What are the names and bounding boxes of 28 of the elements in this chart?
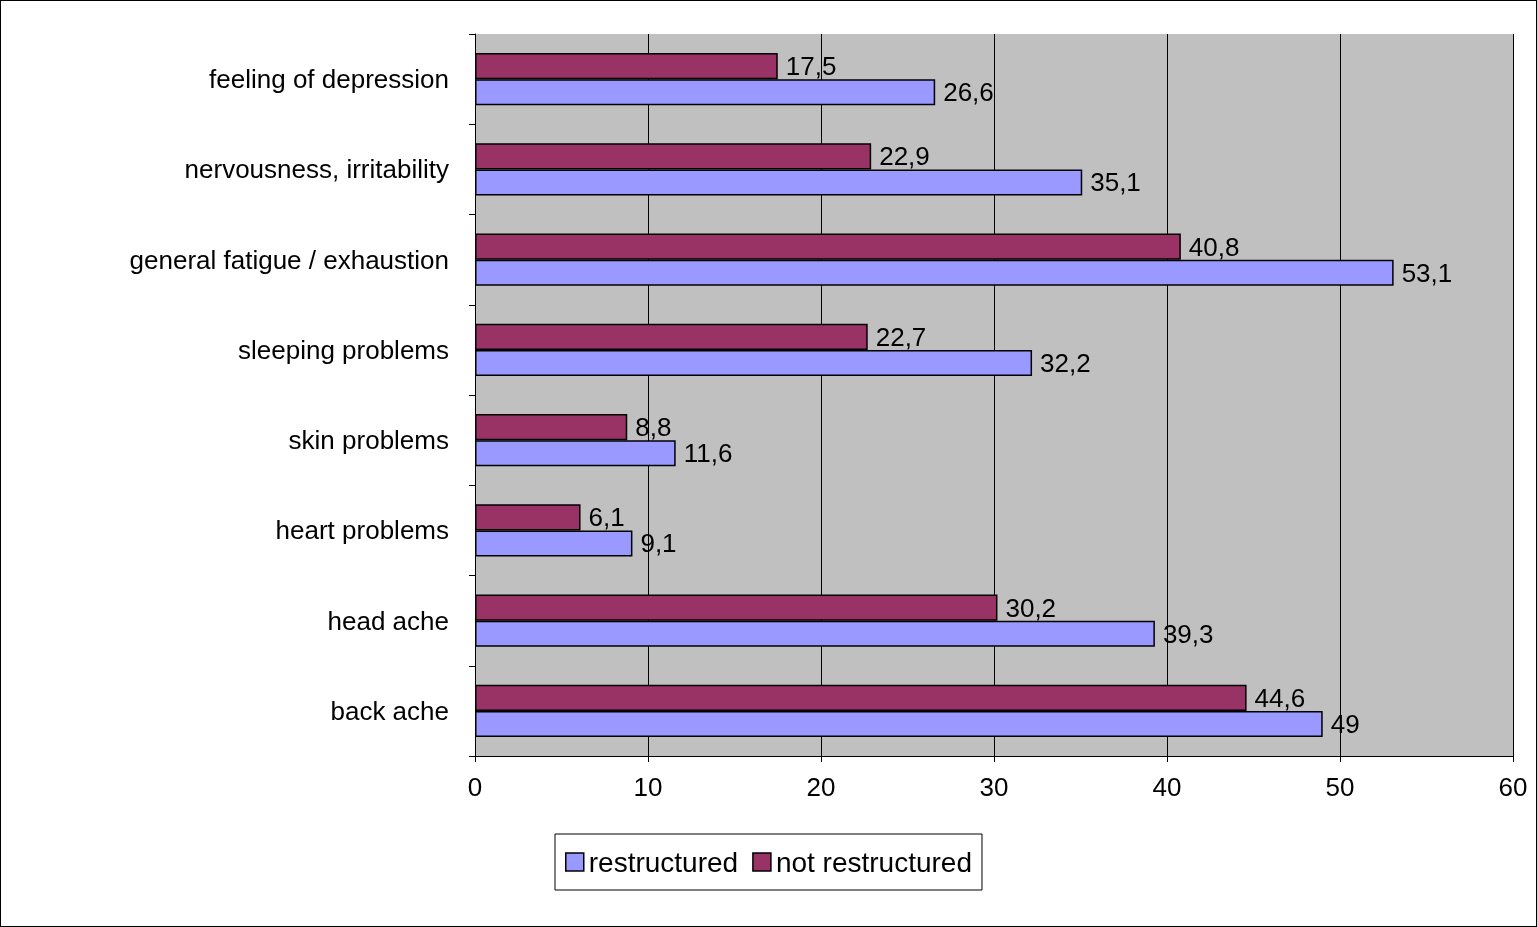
data-label: 53,1 <box>1401 257 1453 288</box>
data-label: 22,7 <box>875 321 927 352</box>
data-label: 44,6 <box>1254 682 1306 713</box>
x-tick-label: 60 <box>1498 772 1528 802</box>
data-label: 26,6 <box>943 77 994 108</box>
x-tick-label: 30 <box>979 772 1009 802</box>
data-label: 11,6 <box>683 438 733 469</box>
legend-label: not restructured <box>775 846 973 878</box>
x-tick-label: 10 <box>633 772 663 802</box>
y-tick-label: head ache <box>327 605 449 636</box>
y-tick-label: feeling of depression <box>209 64 449 95</box>
data-label: 40,8 <box>1188 231 1240 262</box>
y-tick-label: skin problems <box>288 425 449 456</box>
x-tick-label: 40 <box>1152 772 1182 802</box>
data-label: 32,2 <box>1040 347 1091 378</box>
x-tick-label: 0 <box>467 772 483 802</box>
y-tick-label: general fatigue / exhaustion <box>129 244 449 275</box>
y-tick-label: nervousness, irritability <box>184 154 449 185</box>
data-label: 6,1 <box>588 502 625 533</box>
data-label: 22,9 <box>879 141 930 172</box>
data-label: 30,2 <box>1005 592 1057 623</box>
x-tick-label: 20 <box>806 772 836 802</box>
legend-label: restructured <box>588 846 739 878</box>
y-tick-label: sleeping problems <box>237 334 449 365</box>
y-tick-label: heart problems <box>275 515 449 546</box>
x-tick-label: 50 <box>1325 772 1355 802</box>
y-tick-label: back ache <box>330 695 449 726</box>
data-label: 35,1 <box>1090 167 1141 198</box>
